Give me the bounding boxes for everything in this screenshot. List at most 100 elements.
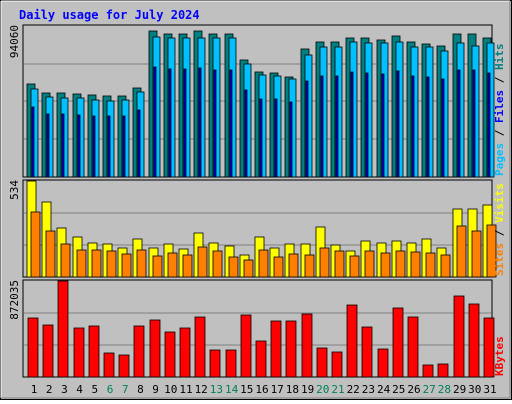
bar-sites-day-10 [167,252,178,278]
bar-files-day-24 [381,73,385,178]
x-tick-label-3: 3 [61,383,68,396]
bar-pages-day-26 [410,46,419,178]
bar-kbytes-day-15 [240,314,252,378]
bar-pages-day-23 [364,42,373,178]
bar-kbytes-day-17 [270,320,282,378]
x-tick-label-7: 7 [122,383,129,396]
bar-pages-day-27 [425,46,434,178]
bar-kbytes-day-9 [149,319,161,378]
bar-kbytes-day-18 [285,320,297,378]
bar-sites-day-12 [197,246,208,278]
bar-kbytes-day-20 [316,347,328,378]
bar-sites-day-6 [106,250,117,278]
bar-sites-day-30 [471,230,482,278]
bar-files-day-31 [487,72,491,178]
bar-pages-day-20 [319,46,328,178]
legend-label-files: Files [493,90,506,123]
bar-files-day-29 [457,69,461,178]
bar-sites-day-22 [349,255,360,278]
bar-sites-day-15 [243,259,254,278]
bar-files-day-7 [122,115,126,178]
bar-pages-day-13 [212,37,221,178]
bar-pages-day-31 [486,42,495,178]
bar-files-day-9 [153,66,157,178]
bar-kbytes-day-29 [453,295,465,378]
bar-files-day-17 [274,98,278,178]
x-tick-label-10: 10 [164,383,177,396]
bar-sites-day-4 [76,249,87,278]
bar-sites-day-29 [456,225,467,278]
bar-kbytes-day-10 [164,331,176,378]
legend-separator: / [493,123,506,143]
bar-kbytes-day-14 [225,349,237,378]
x-tick-label-19: 19 [301,383,314,396]
bar-sites-day-23 [364,250,375,278]
bar-sites-day-19 [304,254,315,278]
bar-files-day-25 [396,70,400,178]
bar-kbytes-day-11 [179,327,191,378]
bar-files-day-19 [305,80,309,178]
panel-top-ymax-label: 94060 [8,25,21,58]
bar-kbytes-day-31 [483,317,495,378]
bar-pages-day-16 [258,74,267,178]
x-tick-label-15: 15 [240,383,253,396]
bar-kbytes-day-2 [42,324,54,378]
x-tick-label-24: 24 [377,383,391,396]
bar-kbytes-day-24 [377,348,389,378]
bar-files-day-4 [77,114,81,178]
bar-pages-day-6 [106,100,115,178]
bar-pages-day-4 [76,97,85,178]
panel-bottom-ymax-label: 872035 [8,280,21,320]
bar-pages-day-14 [228,37,237,178]
bar-pages-day-22 [349,41,358,178]
legend-label-pages: Pages [493,143,506,176]
bar-sites-day-8 [136,249,147,278]
bar-pages-day-3 [60,97,69,178]
bar-sites-day-25 [395,250,406,278]
bar-sites-day-18 [288,253,299,278]
x-tick-label-18: 18 [286,383,299,396]
legend-bottom: KBytes [493,336,506,376]
bar-sites-day-28 [440,254,451,278]
bar-kbytes-day-25 [392,307,404,378]
bar-pages-day-29 [456,42,465,178]
panel-middle-ymax-label: 534 [8,180,21,200]
bar-sites-day-5 [91,249,102,278]
bar-sites-day-9 [152,255,163,278]
x-tick-label-1: 1 [31,383,38,396]
bar-sites-day-26 [410,251,421,278]
bar-kbytes-day-30 [468,303,480,378]
bar-files-day-27 [426,76,430,178]
bar-kbytes-day-22 [346,304,358,378]
bar-kbytes-day-28 [437,363,449,378]
bar-files-day-23 [365,72,369,178]
legend-layer: Pages / Files / Hits Sites / Visits KBytes [493,44,506,377]
bar-sites-day-24 [380,252,391,278]
x-tick-label-30: 30 [468,383,481,396]
bar-pages-day-19 [304,54,313,178]
bar-kbytes-day-13 [209,349,221,378]
x-tick-label-12: 12 [195,383,208,396]
bar-files-day-18 [289,101,293,178]
bar-files-day-13 [213,69,217,178]
x-tick-labels: 1 2 3 4 5 6 7 8 9 10 11 12 13 14 15 16 17 18 19 20 21 22 23 24 2… [31,383,497,396]
bar-pages-day-11 [182,37,191,178]
x-tick-label-29: 29 [453,383,466,396]
x-tick-label-4: 4 [76,383,83,396]
bar-files-day-21 [335,75,339,178]
bar-pages-day-25 [395,41,404,178]
bar-kbytes-day-4 [73,327,85,378]
legend-separator: / [493,223,506,243]
x-tick-label-9: 9 [152,383,159,396]
bar-pages-day-17 [273,75,282,178]
bar-sites-day-7 [121,253,132,278]
x-tick-label-20: 20 [316,383,329,396]
bar-sites-day-16 [258,249,269,278]
x-tick-label-23: 23 [362,383,375,396]
bar-sites-day-1 [30,211,41,278]
legend-label-hits: Hits [493,44,506,71]
bar-sites-day-14 [228,256,239,278]
bar-sites-day-17 [273,256,284,278]
x-tick-label-21: 21 [331,383,344,396]
